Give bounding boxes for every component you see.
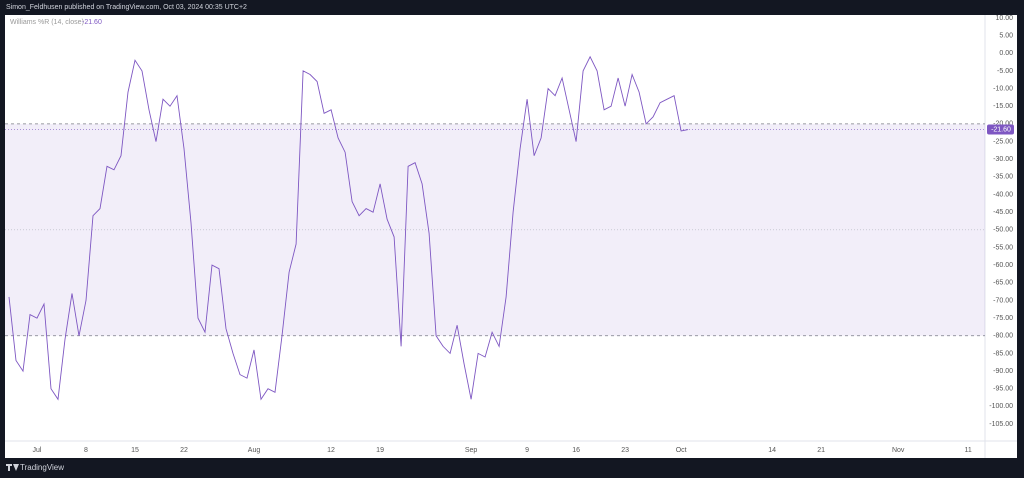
y-tick-label: -15.00 [993,103,1013,110]
x-tick-label: 12 [327,447,335,454]
y-tick-label: 0.00 [999,50,1013,57]
y-tick-label: -35.00 [993,174,1013,181]
x-tick-label: 21 [817,447,825,454]
y-tick-label: -65.00 [993,280,1013,287]
logo [6,464,19,471]
current-value-label: -21.60 [991,126,1011,133]
y-tick-label: -25.00 [993,138,1013,145]
series-line [8,55,689,401]
y-tick-label: -75.00 [993,315,1013,322]
x-tick-label: Jul [33,447,42,454]
y-tick-label: -40.00 [993,191,1013,198]
x-tick-label: 14 [768,447,776,454]
y-tick-label: -20.00 [993,121,1013,128]
header: Simon_Feldhusen published on TradingView… [6,4,247,11]
current-value-badge [987,124,1014,135]
footer-brand: TradingView [20,463,64,472]
x-tick-label: 9 [525,447,529,454]
y-tick-label: 10.00 [995,15,1013,22]
x-tick-label: 11 [965,447,972,454]
x-tick-label: Aug [248,447,261,454]
y-tick-label: -105.00 [989,421,1013,428]
legend-title: Williams %R (14, close) [10,19,84,26]
x-tick-label: Sep [465,447,478,454]
y-tick-label: -50.00 [993,227,1013,234]
x-tick-label: Oct [676,447,687,454]
y-tick-label: -55.00 [993,244,1013,251]
x-tick-label: 22 [180,447,188,454]
y-tick-label: -30.00 [993,156,1013,163]
x-tick-label: Nov [892,447,905,454]
x-tick-label: 23 [621,447,629,454]
y-tick-label: -85.00 [993,350,1013,357]
y-tick-label: -60.00 [993,262,1013,269]
y-tick-label: -5.00 [997,68,1013,75]
x-tick-label: 19 [376,447,384,454]
y-tick-label: -95.00 [993,386,1013,393]
y-tick-label: -70.00 [993,297,1013,304]
y-tick-label: 5.00 [999,32,1013,39]
y-tick-label: -100.00 [989,403,1013,410]
y-tick-label: -45.00 [993,209,1013,216]
y-tick-label: -10.00 [993,85,1013,92]
x-tick-label: 16 [572,447,580,454]
legend-value: -21.60 [82,19,102,26]
y-tick-label: -90.00 [993,368,1013,375]
x-tick-label: 15 [131,447,139,454]
y-tick-label: -80.00 [993,333,1013,340]
x-tick-label: 8 [84,447,88,454]
